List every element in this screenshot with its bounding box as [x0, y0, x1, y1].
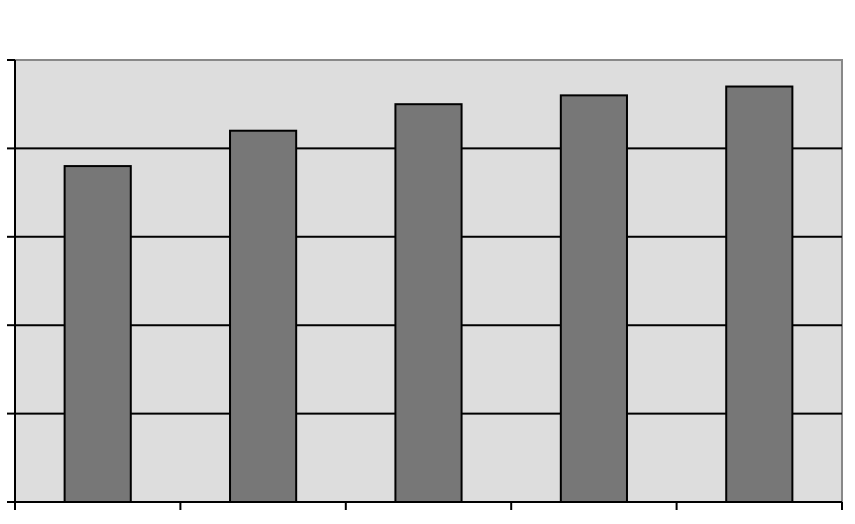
bar: [63, 165, 132, 504]
bar: [229, 129, 298, 503]
bar: [725, 85, 794, 504]
bar: [559, 94, 628, 504]
bar: [394, 103, 463, 503]
